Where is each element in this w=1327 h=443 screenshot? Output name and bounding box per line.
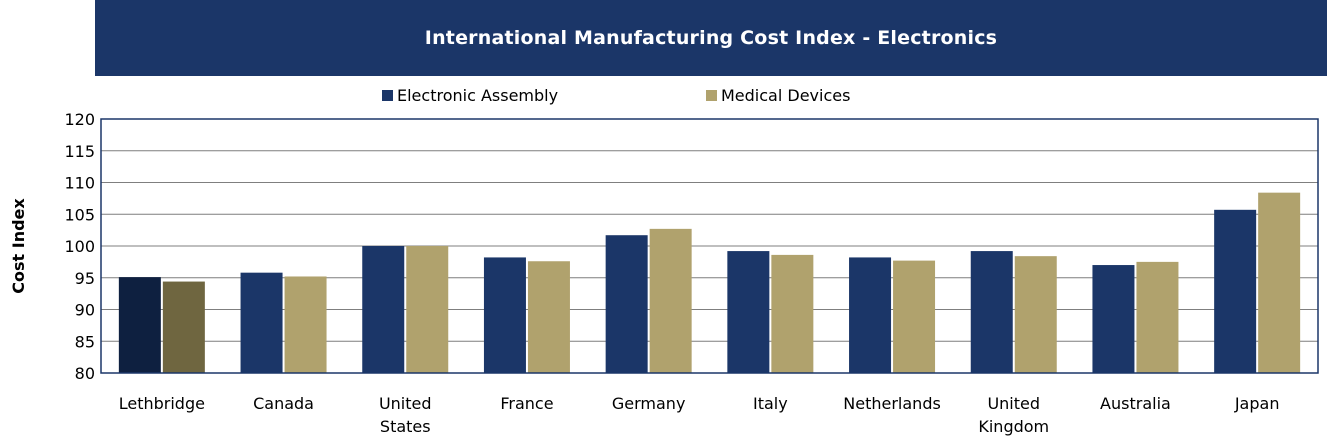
bar-medical-devices <box>527 261 570 373</box>
x-category-label: France <box>500 394 553 413</box>
gridlines <box>101 150 1318 342</box>
x-category-label: Lethbridge <box>119 394 205 413</box>
bar-medical-devices <box>771 254 814 373</box>
bar-medical-devices <box>1258 192 1301 373</box>
x-category-label: United <box>987 394 1040 413</box>
x-category-label: States <box>380 417 431 436</box>
bar-electronic-assembly <box>483 257 526 373</box>
x-category-label: Italy <box>753 394 788 413</box>
x-category-label: Japan <box>1234 394 1280 413</box>
x-category-label: Kingdom <box>978 417 1049 436</box>
x-category-label: Netherlands <box>843 394 941 413</box>
y-tick-label: 115 <box>64 142 95 161</box>
bar-medical-devices <box>649 228 692 373</box>
y-axis-ticks: 80 85 90 95 100 105 110 115 120 <box>64 110 95 383</box>
bar-electronic-assembly <box>970 251 1013 373</box>
bar-electronic-assembly <box>727 251 770 373</box>
y-tick-label: 105 <box>64 205 95 224</box>
bar-medical-devices <box>284 276 327 373</box>
y-tick-label: 120 <box>64 110 95 129</box>
bar-medical-devices <box>162 281 205 373</box>
legend-swatch <box>706 90 717 101</box>
chart-title: International Manufacturing Cost Index -… <box>424 27 998 49</box>
legend-label: Medical Devices <box>721 86 850 105</box>
y-tick-label: 80 <box>75 364 95 383</box>
bar-electronic-assembly <box>118 277 161 373</box>
y-tick-label: 85 <box>75 332 95 351</box>
bar-medical-devices <box>1014 256 1057 373</box>
bar-electronic-assembly <box>240 272 283 373</box>
x-category-label: Canada <box>253 394 314 413</box>
bar-electronic-assembly <box>1092 265 1135 373</box>
bar-medical-devices <box>406 246 449 373</box>
x-category-label: Australia <box>1100 394 1171 413</box>
y-tick-label: 100 <box>64 237 95 256</box>
y-axis-title: Cost Index <box>9 198 28 294</box>
bars <box>118 192 1301 373</box>
bar-medical-devices <box>1136 261 1179 373</box>
bar-electronic-assembly <box>362 246 405 373</box>
y-tick-label: 95 <box>75 269 95 288</box>
bar-medical-devices <box>893 260 936 373</box>
y-tick-label: 110 <box>64 174 95 193</box>
bar-electronic-assembly <box>1214 209 1257 373</box>
x-category-label: Germany <box>612 394 686 413</box>
chart-title-bar: International Manufacturing Cost Index -… <box>95 0 1327 76</box>
y-tick-label: 90 <box>75 301 95 320</box>
plot-frame <box>100 118 1319 374</box>
bar-electronic-assembly <box>849 257 892 373</box>
bar-electronic-assembly <box>605 235 648 373</box>
x-axis-labels: Lethbridge Canada United States France German… <box>119 394 1280 436</box>
legend-swatch <box>382 90 393 101</box>
legend-label: Electronic Assembly <box>397 86 558 105</box>
legend: Electronic Assembly Medical Devices <box>382 86 850 105</box>
x-category-label: United <box>379 394 432 413</box>
